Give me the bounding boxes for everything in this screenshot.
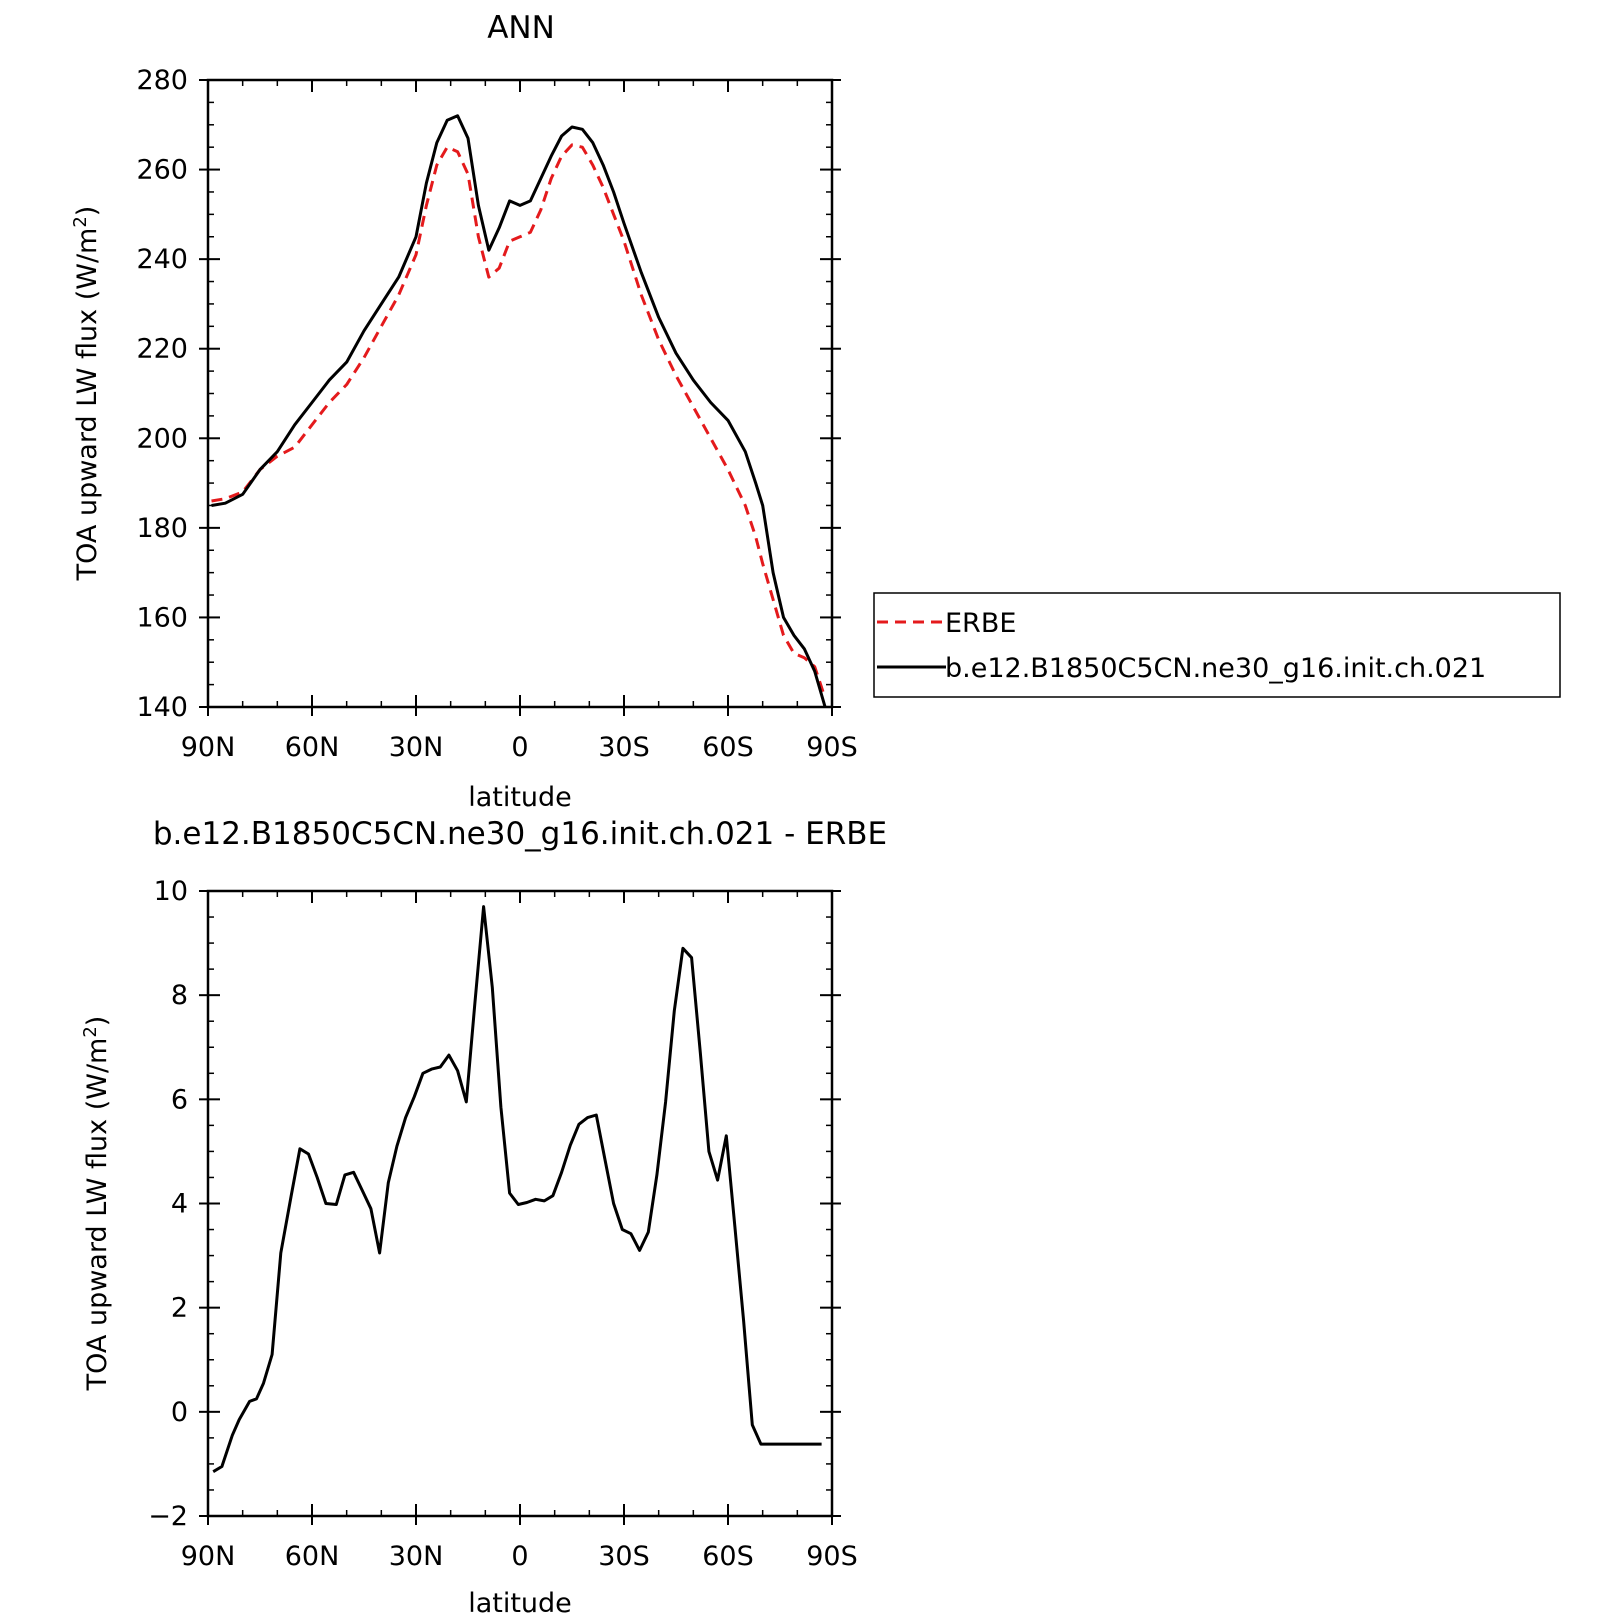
top-y-axis-label-close: ) (72, 206, 103, 217)
legend: ERBE b.e12.B1850C5CN.ne30_g16.init.ch.02… (873, 592, 1561, 698)
top-y-tick-label: 140 (136, 692, 188, 723)
bottom-y-tick-label: 2 (171, 1293, 188, 1324)
bottom-y-tick-label: 4 (171, 1189, 188, 1220)
top-x-tick-label: 30N (389, 732, 444, 763)
top-y-tick-label: 200 (136, 423, 188, 454)
bottom-series-group (212, 905, 822, 1473)
top-x-tick-label: 90N (181, 732, 236, 763)
top-y-tick-label: 260 (136, 155, 188, 186)
bottom-panel: b.e12.B1850C5CN.ne30_g16.init.ch.021 - E… (80, 816, 888, 1619)
top-x-tick-label: 60S (702, 732, 754, 763)
bottom-x-tick-label: 30S (598, 1541, 650, 1572)
bottom-y-axis-label-close: ) (82, 1016, 113, 1027)
top-ticks-group: 90N 60N 30N 0 30S 60S 90S 140 160 180 200 220 240 260… (136, 65, 857, 763)
bottom-x-tick-label: 90S (806, 1541, 858, 1572)
top-series-group (211, 114, 827, 708)
top-x-tick-label: 0 (511, 732, 528, 763)
top-x-axis-label: latitude (468, 782, 572, 813)
bottom-x-tick-label: 30N (389, 1541, 444, 1572)
bottom-x-tick-label: 60N (285, 1541, 340, 1572)
top-x-tick-label: 60N (285, 732, 340, 763)
bottom-y-tick-label: 6 (171, 1084, 188, 1115)
top-y-tick-label: 240 (136, 244, 188, 275)
bottom-x-axis-label: latitude (468, 1588, 572, 1619)
top-panel: ANN 90N 60N 30N 0 30S 60S 90S 140 160 180 200 220 24… (70, 10, 1561, 813)
bottom-y-axis-label: TOA upward LW flux (W/m2) (80, 1016, 114, 1392)
bottom-x-tick-label: 90N (181, 1541, 236, 1572)
top-series-line-1 (211, 114, 827, 708)
top-y-tick-label: 160 (136, 602, 188, 633)
top-x-tick-label: 30S (598, 732, 650, 763)
top-chart-title: ANN (487, 10, 555, 46)
bottom-x-tick-label: 0 (511, 1541, 528, 1572)
bottom-y-tick-label: 0 (171, 1397, 188, 1428)
bottom-y-tick-label: 8 (171, 980, 188, 1011)
bottom-y-axis-label-superscript: 2 (80, 1026, 101, 1037)
top-y-tick-label: 220 (136, 334, 188, 365)
top-plot-frame (206, 78, 834, 709)
top-y-axis-label: TOA upward LW flux (W/m2) (70, 206, 104, 582)
bottom-chart-title: b.e12.B1850C5CN.ne30_g16.init.ch.021 - E… (153, 816, 887, 852)
bottom-y-tick-label: 10 (154, 876, 188, 907)
top-x-tick-label: 90S (806, 732, 858, 763)
legend-label-erbe: ERBE (945, 608, 1016, 639)
top-y-axis-label-superscript: 2 (70, 216, 91, 227)
bottom-ticks-group: 90N 60N 30N 0 30S 60S 90S −2 0 2 4 6 8 10 (148, 876, 858, 1572)
bottom-y-axis-label-main: TOA upward LW flux (W/m (82, 1038, 113, 1392)
legend-box (873, 592, 1561, 698)
top-series-line-0 (211, 143, 827, 699)
bottom-y-tick-label: −2 (148, 1501, 188, 1532)
bottom-x-tick-label: 60S (702, 1541, 754, 1572)
top-y-tick-label: 180 (136, 513, 188, 544)
bottom-series-line-0 (212, 905, 822, 1473)
legend-label-model: b.e12.B1850C5CN.ne30_g16.init.ch.021 (945, 653, 1486, 684)
top-y-tick-label: 280 (136, 65, 188, 96)
top-y-axis-label-main: TOA upward LW flux (W/m (72, 228, 103, 582)
